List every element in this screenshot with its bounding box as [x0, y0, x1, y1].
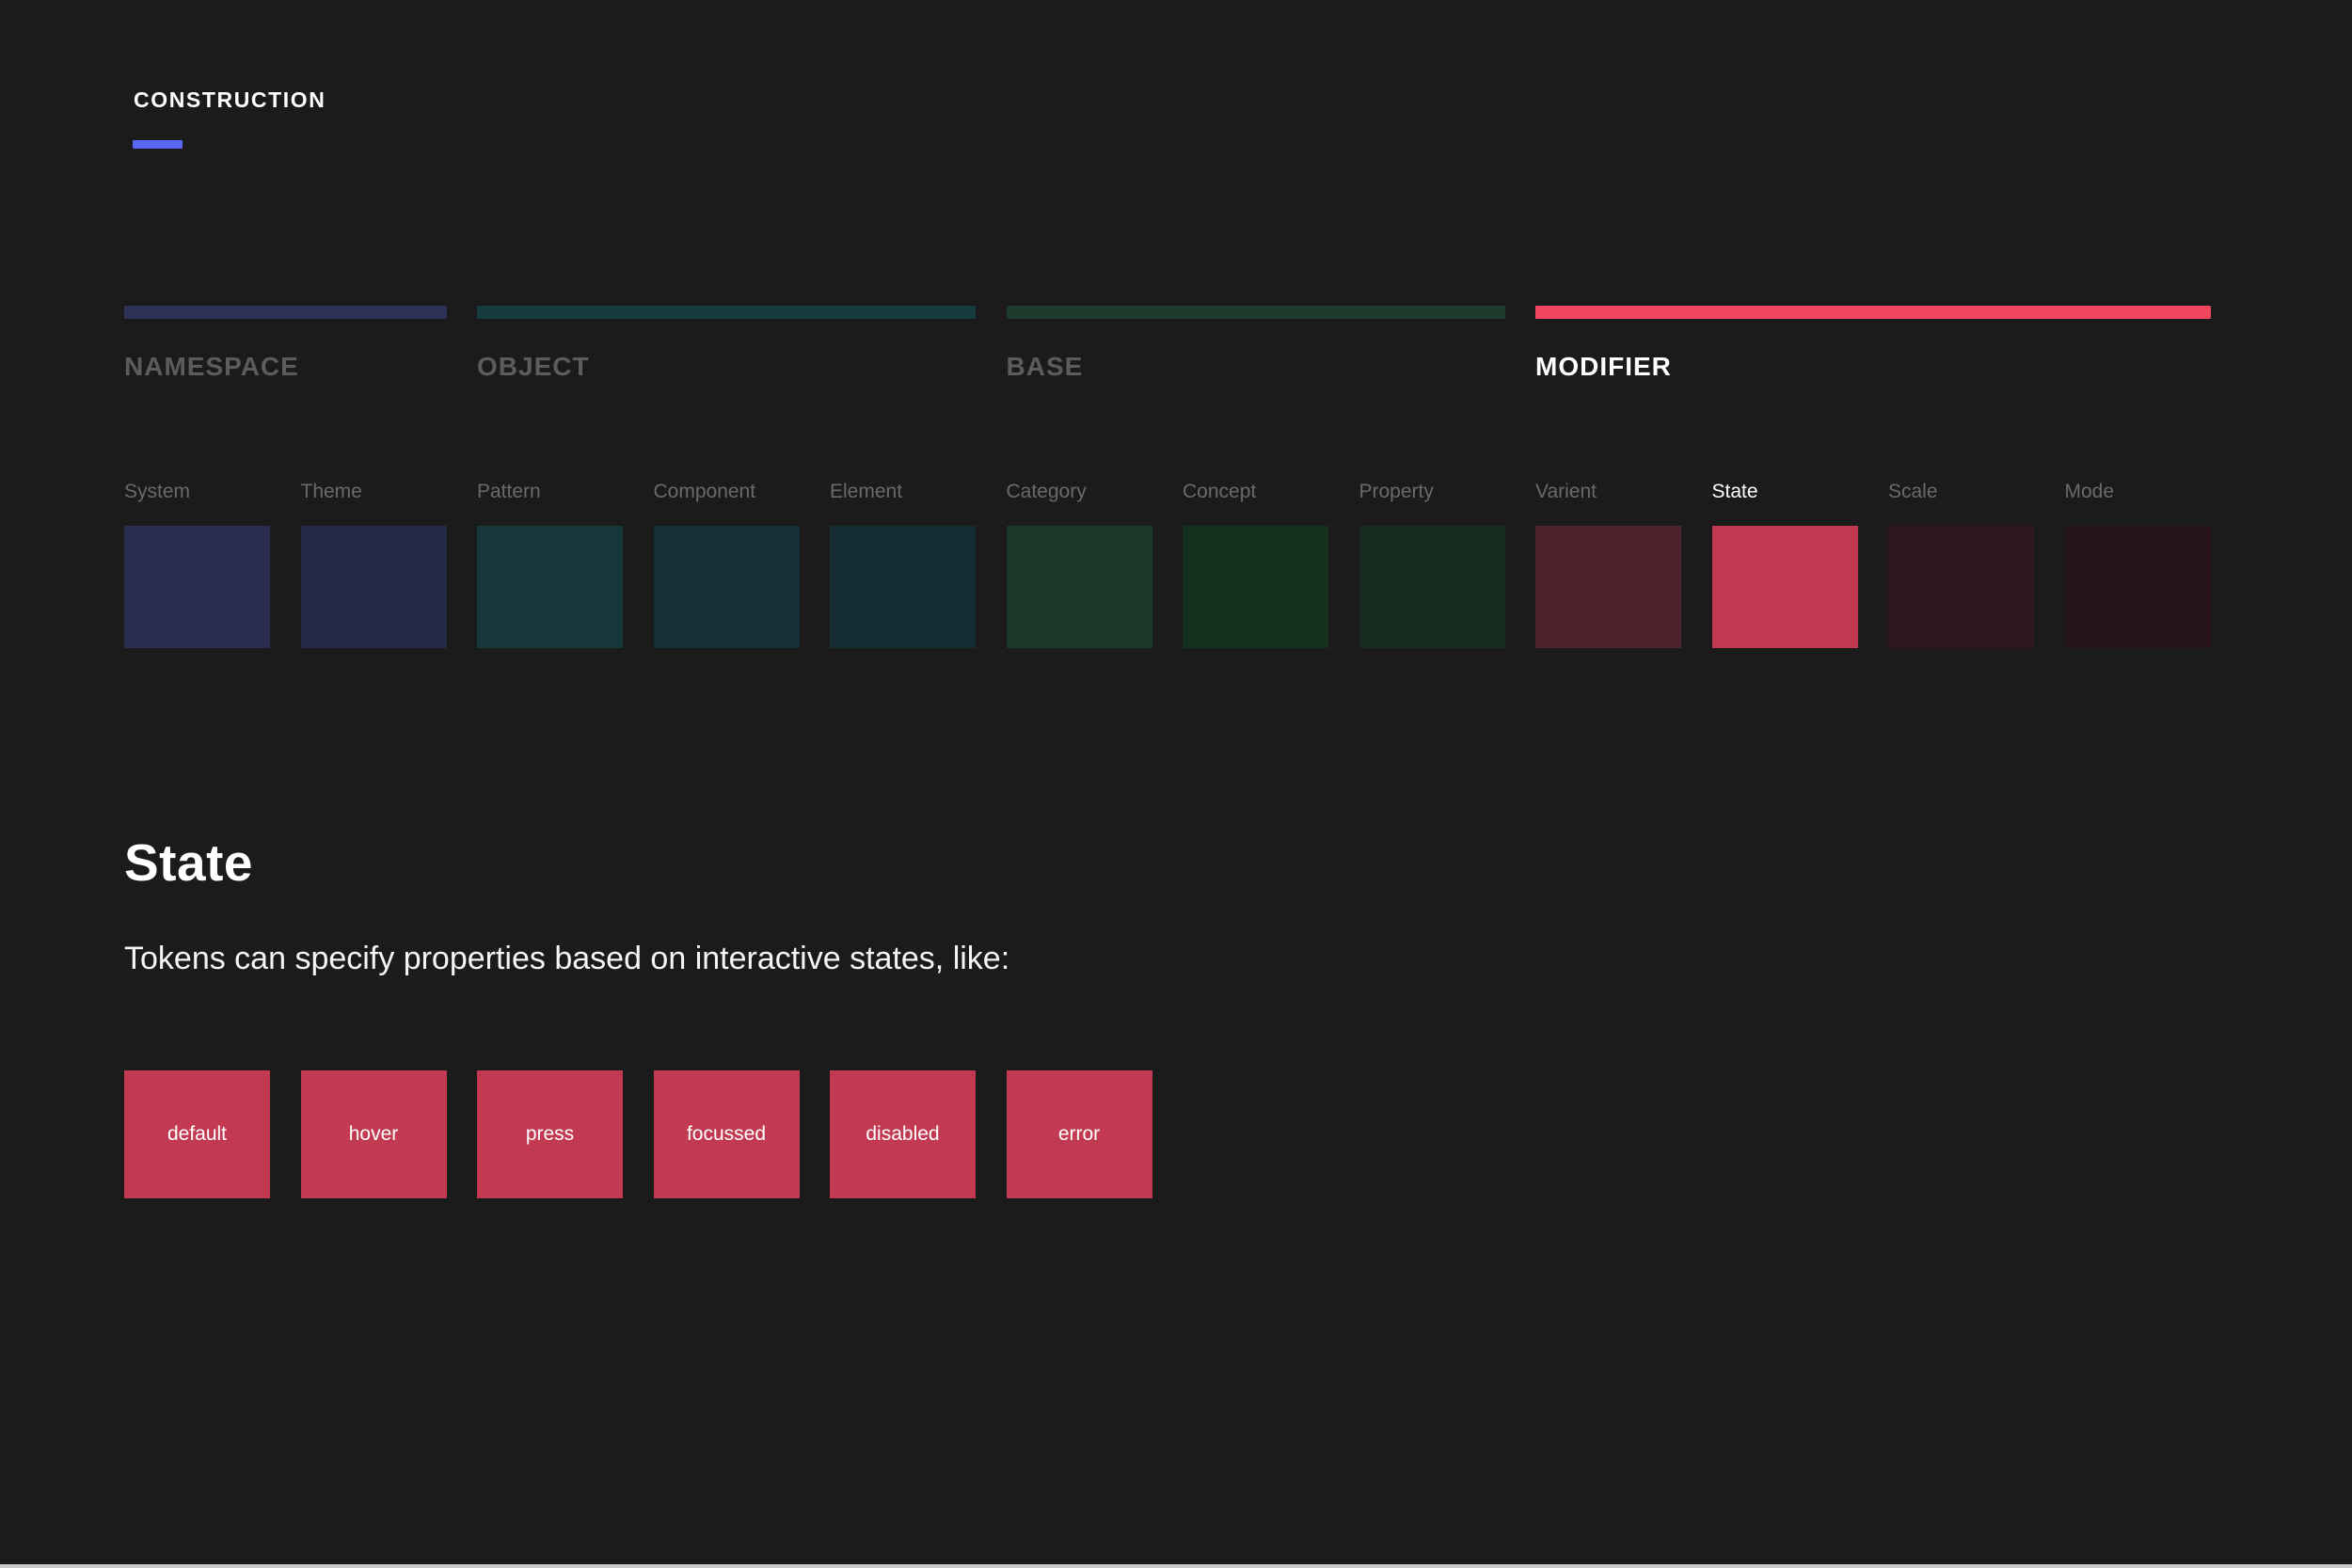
state-swatch-label: hover	[348, 1123, 399, 1145]
page-title: CONSTRUCTION	[134, 87, 326, 112]
token-column: Property	[1359, 481, 1505, 648]
token-column-label: System	[124, 481, 191, 502]
group-color-bar	[1535, 306, 2211, 319]
token-column-swatch	[1711, 526, 1858, 648]
token-column-label: Mode	[2064, 481, 2115, 502]
token-column: Component	[653, 481, 800, 648]
token-column-label: Component	[653, 481, 756, 502]
token-group: BASE Category Concept Property	[1006, 306, 1505, 648]
group-color-bar	[124, 306, 447, 319]
token-column: Scale	[1888, 481, 2034, 648]
state-swatch-label: default	[167, 1123, 228, 1145]
token-column: Pattern	[477, 481, 623, 648]
state-section: State Tokens can specify properties base…	[124, 828, 1152, 1198]
token-group: NAMESPACE System Theme	[124, 306, 447, 648]
section-description: Tokens can specify properties based on i…	[124, 941, 1010, 976]
token-column-label: State	[1711, 481, 1758, 502]
token-column: Concept	[1183, 481, 1328, 648]
token-column: State	[1711, 481, 1858, 648]
token-column-label: Pattern	[477, 481, 541, 502]
title-underline	[133, 140, 183, 149]
token-column-label: Concept	[1183, 481, 1257, 502]
token-column: Varient	[1535, 481, 1681, 648]
token-groups: NAMESPACE System Theme OBJECT Pattern Co…	[124, 306, 2211, 648]
token-column: Element	[830, 481, 976, 648]
token-column-label: Property	[1359, 481, 1434, 502]
token-column-swatch	[1535, 526, 1681, 648]
token-group: OBJECT Pattern Component Element	[477, 306, 976, 648]
group-columns: Pattern Component Element	[477, 481, 976, 648]
token-column-swatch	[1888, 526, 2034, 648]
token-group: MODIFIER Varient State Scale Mode	[1535, 306, 2211, 648]
group-title: BASE	[1006, 352, 1084, 381]
group-color-bar	[1006, 306, 1505, 319]
token-column-label: Scale	[1888, 481, 1938, 502]
bottom-edge-strip	[0, 1564, 2352, 1568]
group-columns: Varient State Scale Mode	[1535, 481, 2211, 648]
section-heading: State	[124, 833, 253, 892]
token-column-label: Category	[1006, 481, 1087, 502]
token-column-label: Theme	[300, 481, 362, 502]
group-title: MODIFIER	[1535, 352, 1672, 381]
token-column-swatch	[830, 526, 976, 648]
state-swatch-label: error	[1057, 1123, 1101, 1145]
token-column-swatch	[1183, 526, 1328, 648]
group-columns: Category Concept Property	[1006, 481, 1505, 648]
token-column-swatch	[300, 526, 447, 648]
token-column-swatch	[1006, 526, 1152, 648]
state-swatch-label: focussed	[686, 1123, 767, 1145]
state-swatch-label: disabled	[866, 1123, 940, 1145]
token-column-swatch	[2064, 526, 2211, 648]
token-column: Mode	[2064, 481, 2211, 648]
token-column-swatch	[1359, 526, 1505, 648]
state-swatch: error	[1006, 1070, 1152, 1198]
token-column-label: Varient	[1535, 481, 1597, 502]
state-swatch: hover	[300, 1070, 447, 1198]
token-column-label: Element	[830, 481, 903, 502]
state-swatches: default hover press focussed disabled er…	[124, 1070, 1152, 1198]
token-column-swatch	[124, 526, 270, 648]
group-color-bar	[477, 306, 976, 319]
token-column: Category	[1006, 481, 1152, 648]
token-column: System	[124, 481, 270, 648]
state-swatch: press	[477, 1070, 623, 1198]
group-title: NAMESPACE	[124, 352, 299, 381]
state-swatch-label: press	[525, 1123, 575, 1145]
state-swatch: default	[124, 1070, 270, 1198]
token-column: Theme	[300, 481, 447, 648]
group-title: OBJECT	[477, 352, 590, 381]
state-swatch: disabled	[830, 1070, 976, 1198]
state-swatch: focussed	[653, 1070, 800, 1198]
group-columns: System Theme	[124, 481, 447, 648]
token-column-swatch	[653, 526, 800, 648]
token-column-swatch	[477, 526, 623, 648]
